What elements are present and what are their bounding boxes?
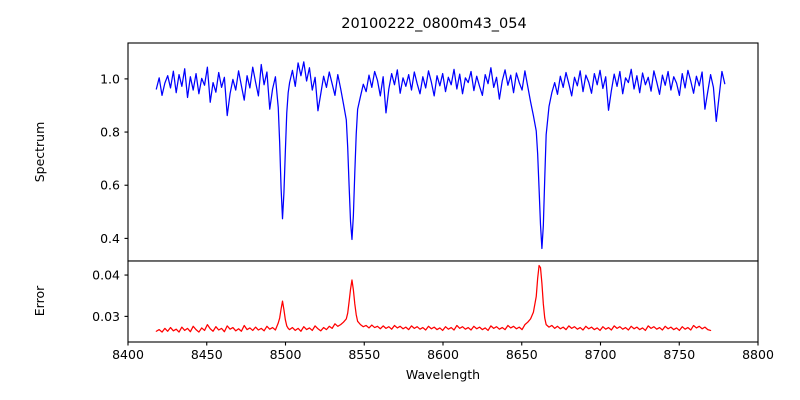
x-tick-label: 8500: [270, 347, 302, 362]
spectrum-tick-label: 0.8: [100, 125, 120, 140]
error-tick-label: 0.04: [92, 268, 120, 283]
spectrum-tick-label: 0.6: [100, 178, 120, 193]
spectrum-tick-label: 0.4: [100, 231, 120, 246]
spectrum-tick-label: 1.0: [100, 71, 120, 86]
x-tick-label: 8750: [663, 347, 695, 362]
page-title: 20100222_0800m43_054: [341, 16, 526, 32]
error-tick-label: 0.03: [92, 309, 120, 324]
x-tick-label: 8600: [427, 347, 459, 362]
x-tick-label: 8700: [585, 347, 617, 362]
error-data-line: [155, 264, 712, 333]
spectrum-data-line: [155, 61, 726, 250]
spectrum-y-ticks: 1.0 0.8 0.6 0.4: [100, 71, 128, 246]
x-axis-ticks: 8400 8450 8500 8550 8600 8650 8700 8750 8800: [112, 342, 774, 362]
error-panel: 0.04 0.03 Error: [32, 260, 759, 343]
x-tick-label: 8550: [348, 347, 380, 362]
x-axis-label: Wavelength: [406, 367, 480, 382]
error-axis-label: Error: [32, 285, 47, 316]
error-y-ticks: 0.04 0.03: [92, 268, 128, 324]
x-tick-label: 8800: [742, 347, 774, 362]
spectrum-panel: 1.0 0.8 0.6 0.4 Spectrum: [32, 42, 759, 262]
x-tick-label: 8650: [506, 347, 538, 362]
x-tick-label: 8450: [191, 347, 223, 362]
x-tick-label: 8400: [112, 347, 144, 362]
spectrum-axis-label: Spectrum: [32, 122, 47, 183]
